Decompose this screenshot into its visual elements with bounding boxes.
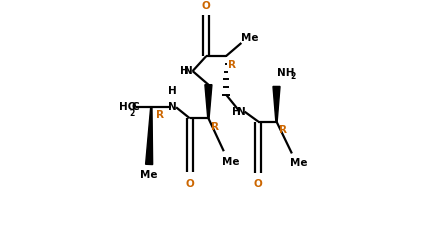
Polygon shape (205, 85, 212, 118)
Text: N: N (184, 66, 193, 76)
Text: NH: NH (277, 68, 295, 78)
Text: Me: Me (241, 33, 258, 43)
Text: HO: HO (120, 102, 137, 112)
Text: 2: 2 (291, 72, 296, 81)
Text: H: H (179, 66, 188, 76)
Text: H: H (168, 86, 177, 96)
Text: 2: 2 (129, 109, 135, 118)
Text: N: N (237, 107, 246, 117)
Polygon shape (273, 86, 280, 122)
Text: O: O (254, 179, 263, 189)
Text: Me: Me (140, 170, 158, 180)
Text: R: R (228, 60, 236, 70)
Text: R: R (279, 125, 287, 135)
Text: C: C (131, 102, 139, 112)
Text: N: N (168, 102, 177, 112)
Polygon shape (146, 107, 153, 165)
Text: O: O (185, 179, 194, 189)
Text: R: R (156, 110, 164, 121)
Text: Me: Me (290, 158, 308, 168)
Text: H: H (232, 107, 241, 117)
Text: O: O (202, 1, 211, 11)
Text: Me: Me (222, 157, 239, 167)
Text: R: R (211, 122, 219, 132)
